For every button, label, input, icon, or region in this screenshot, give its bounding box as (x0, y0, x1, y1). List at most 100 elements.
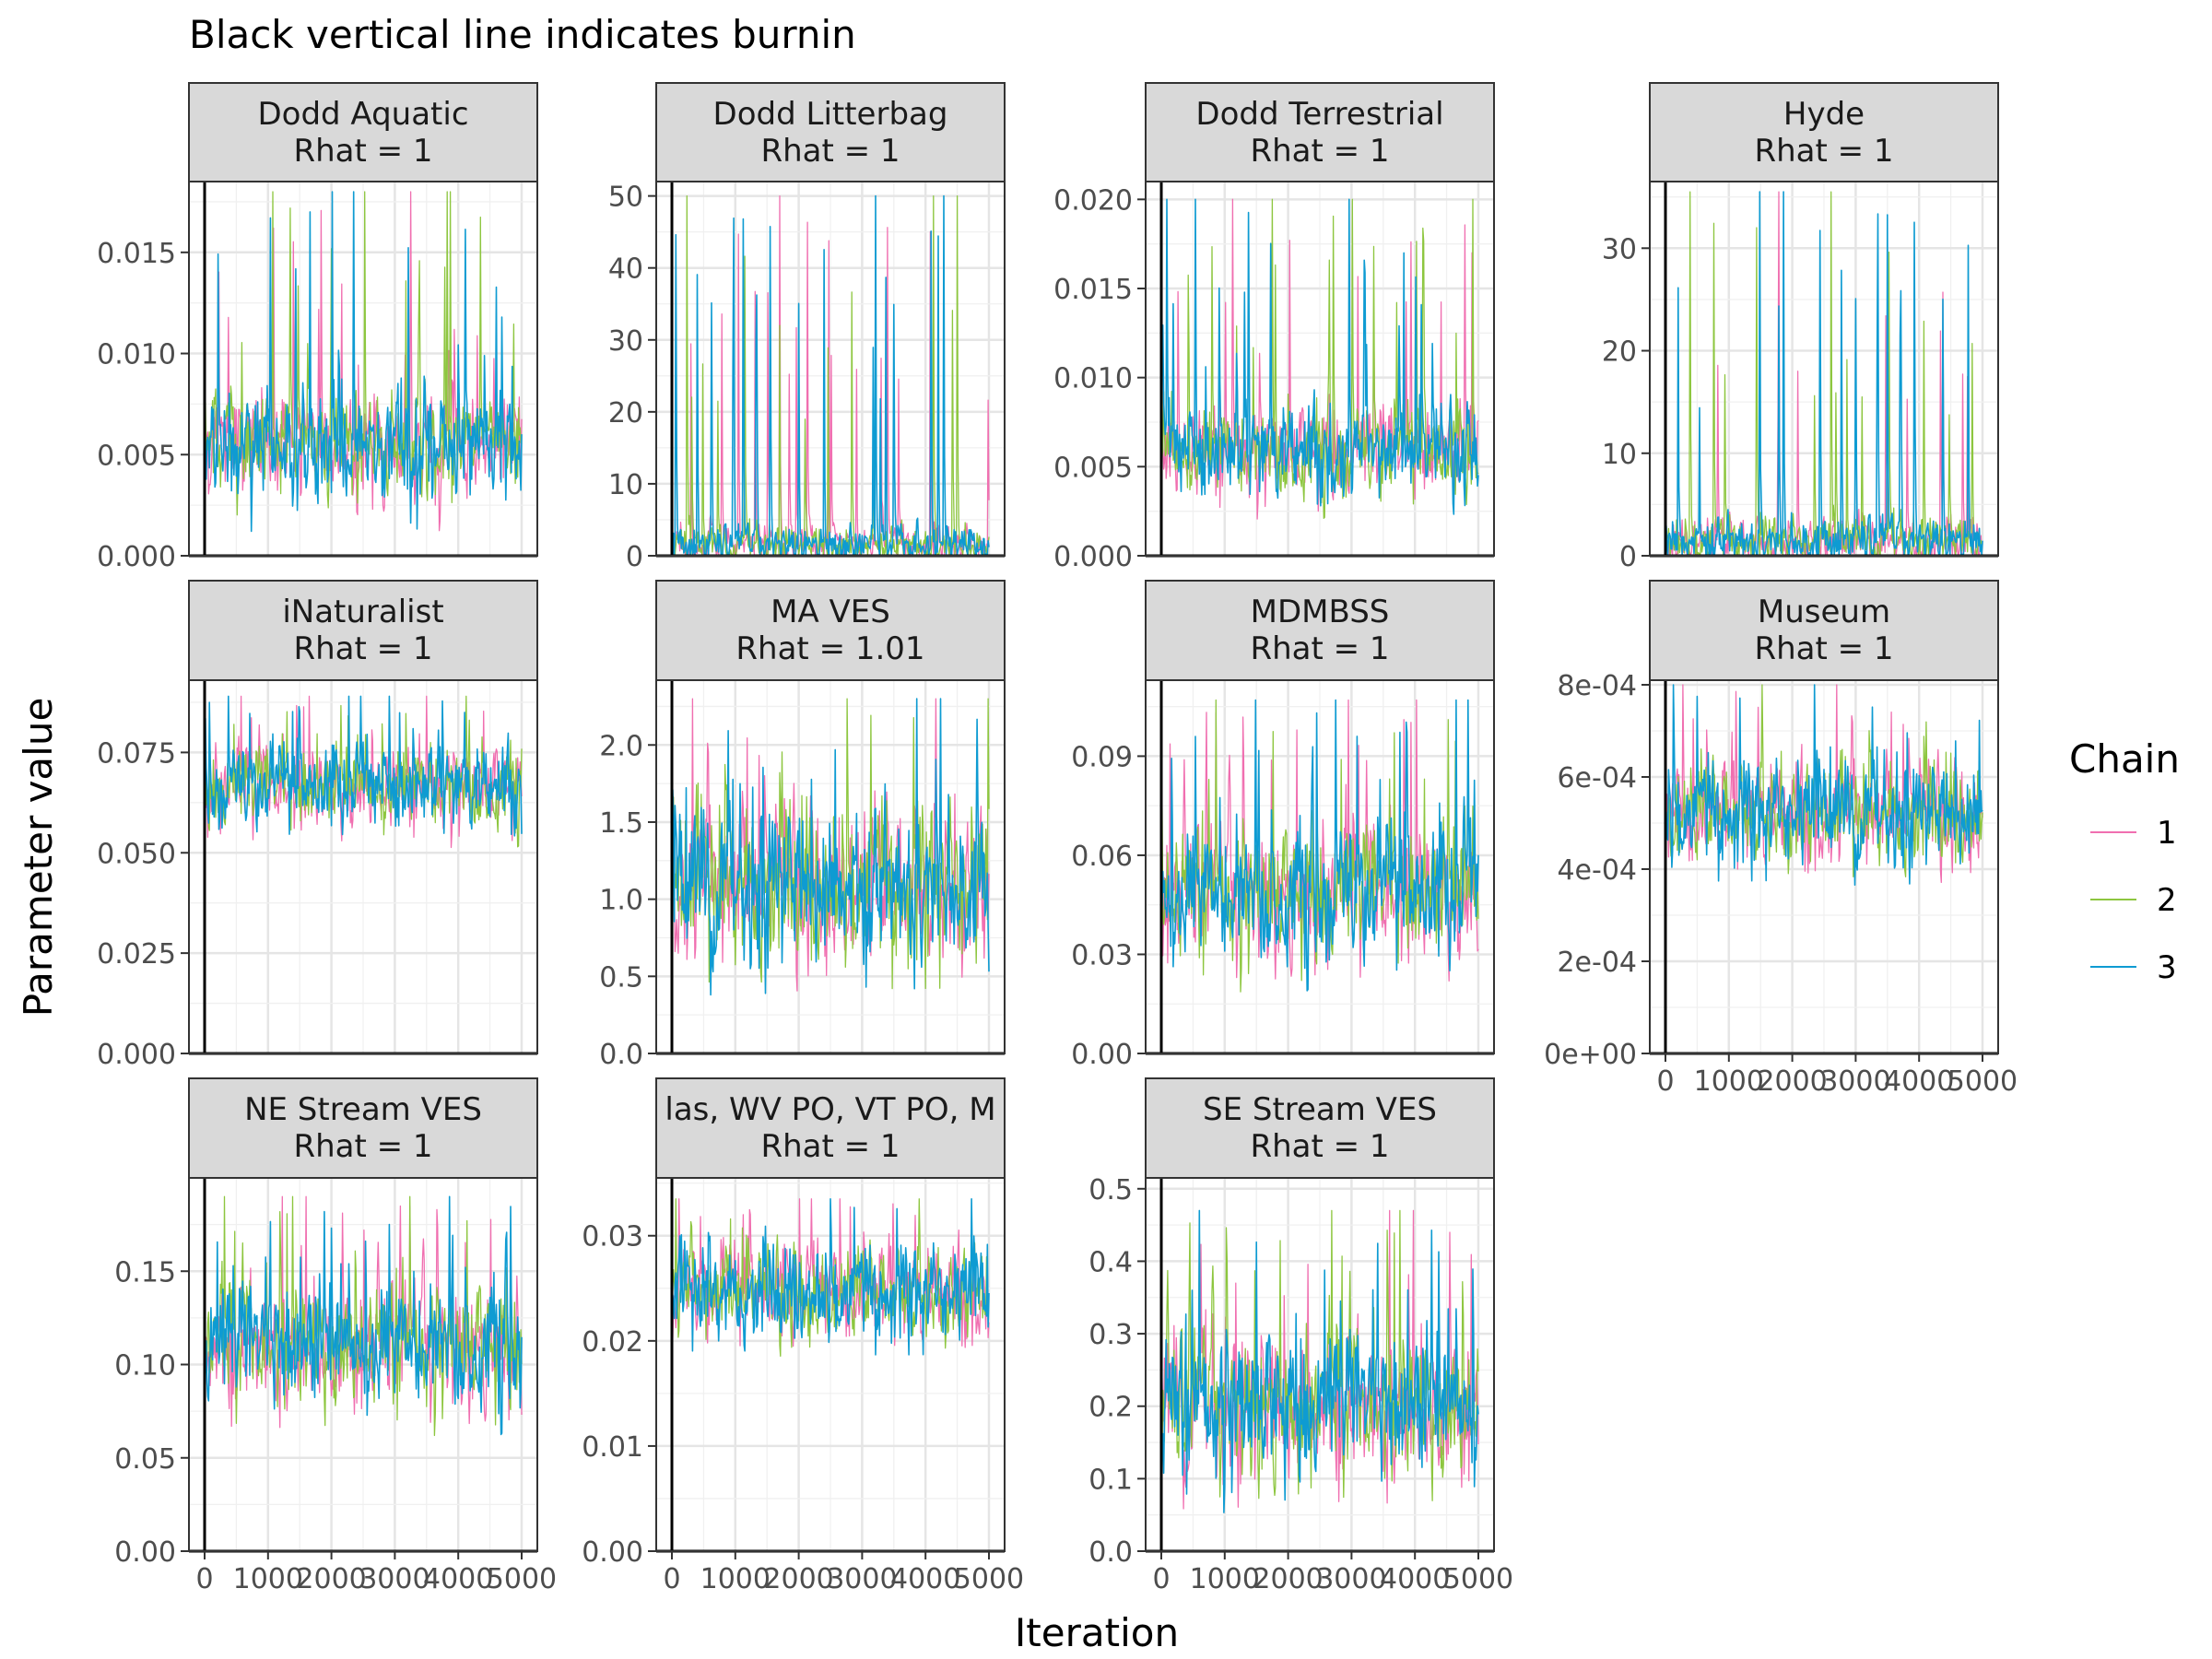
panel-border (1649, 181, 1999, 557)
x-tick-label: 0 (663, 1563, 680, 1595)
y-tick-label: 2.0 (599, 730, 643, 762)
x-tick-label: 1000 (233, 1563, 303, 1595)
facet-strip (188, 580, 538, 681)
legend-label-1: 1 (2157, 815, 2177, 852)
y-tick-label: 10 (1602, 439, 1637, 471)
x-tick-label: 3000 (359, 1563, 429, 1595)
chain-trace-2 (204, 191, 523, 516)
y-tick-label: 0.15 (114, 1256, 176, 1288)
facet-strip (1649, 580, 1999, 681)
facet-strip-label: iNaturalist (282, 594, 443, 630)
facet-rhat-label: Rhat = 1 (760, 1128, 900, 1165)
x-tick-label: 5000 (1443, 1563, 1513, 1595)
facet-rhat-label: Rhat = 1 (293, 630, 432, 667)
facet-strip (1145, 1077, 1495, 1179)
facet-rhat-label: Rhat = 1 (1250, 1128, 1389, 1165)
y-tick-label: 0.015 (97, 238, 176, 270)
facet-rhat-label: Rhat = 1 (1754, 133, 1893, 170)
y-tick-label: 0 (626, 541, 643, 573)
facet-strip (188, 1077, 538, 1179)
y-tick-label: 0.010 (1053, 363, 1133, 395)
chain-trace-2 (1160, 198, 1479, 519)
facet-strip-label: MA VES (771, 594, 890, 630)
y-tick-label: 0.3 (1088, 1319, 1133, 1351)
y-tick-label: 0.000 (97, 1039, 176, 1071)
facet-rhat-label: Rhat = 1 (760, 133, 900, 170)
y-tick-label: 0.01 (582, 1431, 643, 1464)
facet-rhat-label: Rhat = 1 (293, 1128, 432, 1165)
chain-trace-3 (204, 695, 523, 837)
facet-rhat-label: Rhat = 1 (1250, 133, 1389, 170)
x-tick-label: 4000 (890, 1563, 960, 1595)
chain-trace-3 (1160, 699, 1479, 992)
x-tick-label: 2000 (1757, 1065, 1827, 1098)
y-tick-label: 0.020 (1053, 184, 1133, 217)
legend-label-3: 3 (2157, 949, 2177, 986)
facet-strip-label: Dodd Aquatic (257, 96, 468, 133)
facet-strip (655, 1077, 1006, 1179)
x-tick-label: 0 (1152, 1563, 1170, 1595)
x-tick-label: 3000 (1820, 1065, 1890, 1098)
legend-label-2: 2 (2157, 882, 2177, 919)
x-tick-label: 2000 (763, 1563, 833, 1595)
y-tick-label: 0.050 (97, 838, 176, 870)
y-tick-label: 50 (608, 182, 643, 214)
y-tick-label: 30 (1602, 233, 1637, 265)
x-tick-label: 2000 (1253, 1563, 1323, 1595)
chain-trace-3 (1665, 191, 1983, 556)
y-tick-label: 0.5 (1088, 1174, 1133, 1206)
y-tick-label: 0.05 (114, 1443, 176, 1476)
chain-trace-3 (204, 191, 523, 533)
x-tick-label: 3000 (827, 1563, 897, 1595)
y-tick-label: 0.025 (97, 938, 176, 971)
y-tick-label: 0.2 (1088, 1392, 1133, 1424)
facet-strip-label: Museum (1758, 594, 1890, 630)
x-tick-label: 4000 (1884, 1065, 1954, 1098)
chain-trace-3 (671, 1198, 990, 1356)
y-tick-label: 0.10 (114, 1350, 176, 1382)
y-tick-label: 1.0 (599, 885, 643, 917)
x-tick-label: 3000 (1316, 1563, 1386, 1595)
y-tick-label: 20 (608, 397, 643, 429)
y-tick-label: 0.010 (97, 339, 176, 371)
y-tick-label: 20 (1602, 336, 1637, 369)
facet-strip-label: las, WV PO, VT PO, M (665, 1091, 995, 1128)
x-tick-label: 1000 (700, 1563, 771, 1595)
y-tick-label: 1.5 (599, 807, 643, 840)
x-tick-label: 4000 (1380, 1563, 1450, 1595)
x-tick-label: 5000 (487, 1563, 557, 1595)
y-tick-label: 4e-04 (1557, 854, 1637, 887)
chain-trace-3 (1160, 1209, 1479, 1513)
facet-rhat-label: Rhat = 1 (1250, 630, 1389, 667)
y-tick-label: 0.0 (599, 1039, 643, 1071)
panel-border (1145, 679, 1495, 1054)
x-tick-label: 4000 (423, 1563, 493, 1595)
x-tick-label: 2000 (296, 1563, 366, 1595)
chain-trace-3 (1160, 198, 1479, 515)
facet-strip (188, 82, 538, 182)
y-tick-label: 0.0 (1088, 1536, 1133, 1569)
facet-strip (1649, 82, 1999, 182)
chain-trace-3 (671, 194, 990, 556)
y-axis-title: Parameter value (16, 698, 61, 1018)
y-tick-label: 0.00 (582, 1536, 643, 1569)
facet-rhat-label: Rhat = 1 (1754, 630, 1893, 667)
y-tick-label: 0.09 (1071, 741, 1133, 773)
y-tick-label: 10 (608, 469, 643, 501)
chain-trace-1 (204, 1195, 523, 1429)
legend-title: Chain (2069, 736, 2180, 782)
y-tick-label: 0.00 (114, 1536, 176, 1569)
y-tick-label: 0.005 (1053, 452, 1133, 484)
panel-border (1145, 181, 1495, 557)
x-tick-label: 5000 (954, 1563, 1024, 1595)
y-tick-label: 0.015 (1053, 274, 1133, 306)
plot-title: Black vertical line indicates burnin (189, 12, 856, 57)
